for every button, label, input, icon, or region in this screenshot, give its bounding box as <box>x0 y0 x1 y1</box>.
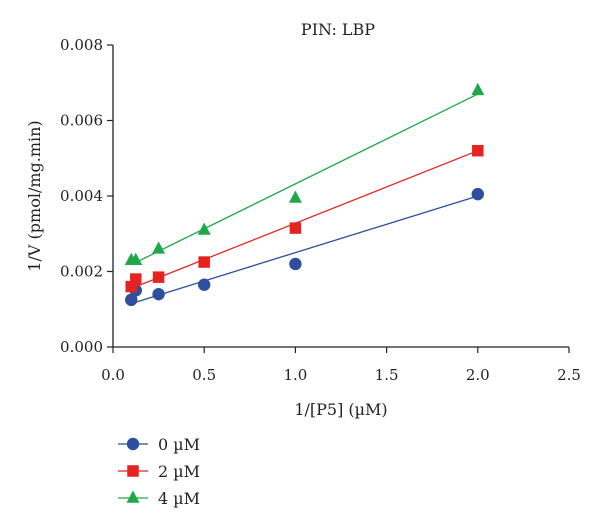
axis-ticks: 0.0 0.5 1.0 1.5 2.0 2.5 0.000 0.002 0.004 0.006 0.… <box>60 36 581 384</box>
data-point <box>197 222 211 235</box>
legend-item: 2 µM <box>118 462 200 481</box>
data-point <box>130 273 142 285</box>
legend-label: 2 µM <box>158 462 200 481</box>
legend: 0 µM 2 µM 4 µM <box>118 435 200 508</box>
data-point <box>152 271 165 283</box>
data-point <box>472 144 484 157</box>
data-point <box>288 190 302 203</box>
data-point <box>289 222 302 234</box>
legend-marker <box>126 490 140 503</box>
plot-area <box>124 82 485 307</box>
chart-title: PIN: LBP <box>301 20 375 39</box>
x-tick-label: 2.5 <box>557 366 581 384</box>
y-tick-label: 0.000 <box>60 338 103 356</box>
x-tick-label: 0.5 <box>192 366 216 384</box>
legend-marker <box>127 465 139 477</box>
x-tick-label: 0.0 <box>101 366 125 384</box>
data-point <box>152 287 165 301</box>
x-axis-title: 1/[P5] (µM) <box>294 400 387 419</box>
data-point <box>129 252 143 265</box>
legend-item: 4 µM <box>118 489 200 508</box>
data-point <box>198 278 211 291</box>
y-tick-label: 0.004 <box>60 187 103 205</box>
data-point <box>289 257 302 271</box>
legend-marker <box>126 437 140 451</box>
legend-label: 0 µM <box>158 435 200 454</box>
x-tick-label: 1.0 <box>283 366 307 384</box>
x-tick-label: 1.5 <box>375 366 399 384</box>
y-axis-title: 1/V (pmol/mg.min) <box>25 120 44 271</box>
series-2 <box>124 82 485 266</box>
x-tick-label: 2.0 <box>466 366 490 384</box>
y-tick-label: 0.008 <box>60 36 103 54</box>
series-fit-line <box>130 93 479 266</box>
legend-label: 4 µM <box>158 489 200 508</box>
series-0 <box>125 187 484 307</box>
data-point <box>152 241 166 254</box>
data-point <box>471 187 484 201</box>
data-point <box>125 280 137 293</box>
data-point <box>471 82 485 96</box>
data-point <box>198 256 210 268</box>
series-fit-line <box>131 195 478 305</box>
y-tick-label: 0.006 <box>60 112 103 130</box>
y-tick-label: 0.002 <box>60 263 103 281</box>
series-fit-line <box>130 150 479 290</box>
legend-item: 0 µM <box>118 435 200 454</box>
series-1 <box>125 144 484 293</box>
data-point <box>125 293 138 307</box>
